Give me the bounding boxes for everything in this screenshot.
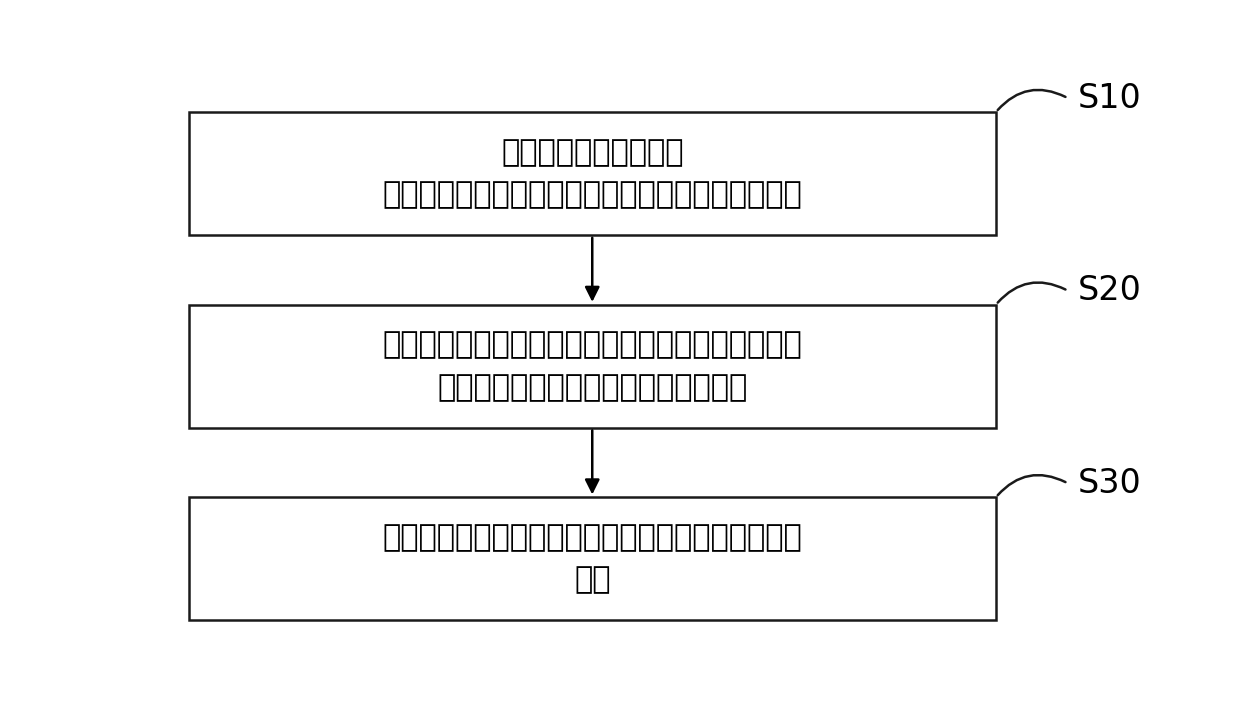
FancyArrowPatch shape: [998, 283, 1065, 302]
Text: 获取室外环境温度值以及待开启室内机的标称能力值: 获取室外环境温度值以及待开启室内机的标称能力值: [382, 181, 802, 210]
Text: 开度: 开度: [574, 566, 610, 594]
Text: S30: S30: [1078, 467, 1141, 500]
Bar: [188, 112, 996, 235]
Text: 待开启室内机中电子膨胀阀的初始开度: 待开启室内机中电子膨胀阀的初始开度: [438, 373, 748, 402]
Text: 根据所述室外环境温度值和所述标称能力值确定所述: 根据所述室外环境温度值和所述标称能力值确定所述: [382, 331, 802, 360]
FancyArrowPatch shape: [998, 90, 1065, 110]
Bar: [188, 304, 996, 428]
Text: S20: S20: [1078, 274, 1142, 307]
Text: 控制所述待开启室内机的电子膨胀阀打开至所述初始: 控制所述待开启室内机的电子膨胀阀打开至所述初始: [382, 523, 802, 552]
Text: S10: S10: [1078, 82, 1141, 115]
FancyArrowPatch shape: [998, 475, 1065, 495]
Bar: [188, 497, 996, 620]
Text: 在室内机开启操作时，: 在室内机开启操作时，: [501, 138, 683, 167]
